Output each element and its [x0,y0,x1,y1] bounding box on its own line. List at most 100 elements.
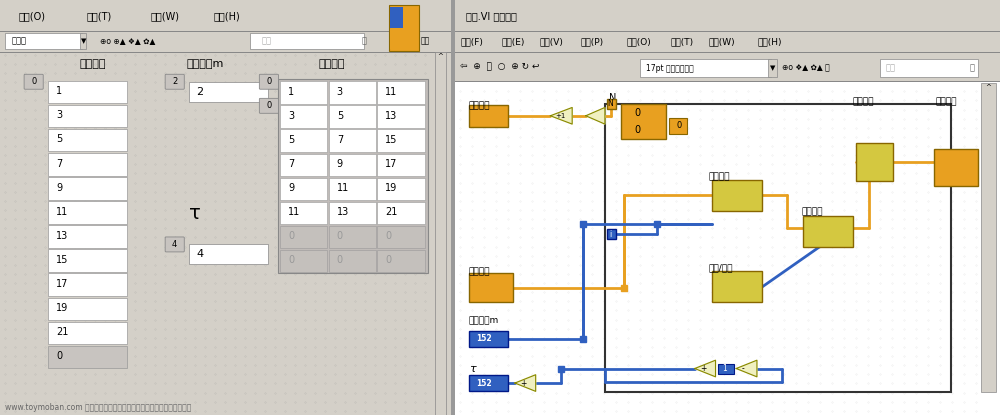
Text: 15: 15 [385,135,398,145]
Text: τ: τ [189,204,201,223]
FancyBboxPatch shape [455,31,1000,52]
FancyBboxPatch shape [404,7,417,49]
Text: 9: 9 [337,159,343,169]
Text: 11: 11 [385,87,398,97]
FancyBboxPatch shape [280,154,327,176]
Text: N: N [608,99,613,108]
FancyBboxPatch shape [48,346,127,368]
Text: N: N [609,93,616,103]
Text: 13: 13 [385,111,398,121]
FancyBboxPatch shape [377,105,425,128]
FancyBboxPatch shape [607,229,616,239]
Text: 预测: 预测 [421,37,430,46]
FancyBboxPatch shape [0,0,455,31]
FancyBboxPatch shape [48,81,127,103]
Text: 搜索: 搜索 [262,37,272,46]
FancyBboxPatch shape [280,202,327,224]
Text: ⊕o ❖▲ ✿▲ ⬛: ⊕o ❖▲ ✿▲ ⬛ [782,63,830,73]
Text: 序字体: 序字体 [11,37,26,46]
Text: 1: 1 [56,86,62,96]
FancyBboxPatch shape [455,0,1000,415]
FancyBboxPatch shape [377,81,425,104]
FancyBboxPatch shape [607,99,616,109]
Text: ⊕o ⊕▲ ❖▲ ✿▲: ⊕o ⊕▲ ❖▲ ✿▲ [100,37,155,46]
Text: 🔍: 🔍 [362,37,367,46]
Text: 11: 11 [288,207,300,217]
Text: 0: 0 [385,255,392,265]
Text: ▼: ▼ [770,65,775,71]
FancyBboxPatch shape [329,81,376,104]
Text: ^: ^ [986,84,991,90]
FancyBboxPatch shape [48,201,127,224]
FancyBboxPatch shape [712,180,762,211]
Text: 查看(V): 查看(V) [539,37,563,46]
Text: 9: 9 [288,183,294,193]
Text: 文件(F): 文件(F) [460,37,483,46]
Text: 3: 3 [288,111,294,121]
Text: 0: 0 [266,101,272,110]
FancyBboxPatch shape [390,7,403,28]
Text: 重构数据: 重构数据 [936,97,957,106]
FancyBboxPatch shape [189,244,268,264]
Text: 项目(P): 项目(P) [580,37,603,46]
FancyBboxPatch shape [435,52,446,415]
FancyBboxPatch shape [259,74,278,89]
FancyBboxPatch shape [329,250,376,272]
Text: 索引/数组: 索引/数组 [708,263,733,272]
Text: 17: 17 [385,159,398,169]
Text: 4: 4 [172,240,177,249]
FancyBboxPatch shape [48,322,127,344]
FancyBboxPatch shape [48,129,127,151]
Polygon shape [695,360,716,377]
Text: 5: 5 [56,134,62,144]
FancyBboxPatch shape [377,129,425,152]
FancyBboxPatch shape [455,53,1000,81]
Text: 19: 19 [56,303,68,313]
FancyBboxPatch shape [640,59,771,77]
Text: ▼: ▼ [81,38,86,44]
FancyBboxPatch shape [48,273,127,296]
Text: 编辑(E): 编辑(E) [501,37,525,46]
Text: 创建数组: 创建数组 [853,97,874,106]
Text: 7: 7 [56,159,62,168]
FancyBboxPatch shape [981,83,996,392]
FancyBboxPatch shape [0,0,455,415]
Text: 3: 3 [56,110,62,120]
FancyBboxPatch shape [377,250,425,272]
Text: 7: 7 [288,159,294,169]
Text: 17pt 应用程序字体: 17pt 应用程序字体 [646,63,694,73]
Text: 工具(T): 工具(T) [670,37,693,46]
FancyBboxPatch shape [390,29,403,49]
Text: 数据宽度m: 数据宽度m [187,59,224,69]
FancyBboxPatch shape [48,153,127,176]
Text: 操作(O): 操作(O) [18,12,45,22]
FancyBboxPatch shape [455,0,1000,31]
FancyBboxPatch shape [280,81,327,104]
Text: 152: 152 [476,378,491,388]
Text: 13: 13 [56,231,68,241]
FancyBboxPatch shape [329,202,376,224]
Text: 工具(T): 工具(T) [86,12,112,22]
Text: 0: 0 [635,125,641,135]
Text: ^: ^ [437,53,443,59]
Text: 窗口(W): 窗口(W) [708,37,735,46]
Text: τ: τ [469,364,475,374]
Text: 🔍: 🔍 [970,63,975,73]
Text: 9: 9 [56,183,62,193]
FancyBboxPatch shape [0,31,455,52]
FancyBboxPatch shape [189,82,268,102]
FancyBboxPatch shape [712,271,762,302]
FancyBboxPatch shape [48,298,127,320]
FancyBboxPatch shape [280,250,327,272]
Text: 3: 3 [337,87,343,97]
Text: 21: 21 [56,327,68,337]
FancyBboxPatch shape [377,202,425,224]
FancyBboxPatch shape [469,331,508,347]
FancyBboxPatch shape [856,143,893,181]
FancyBboxPatch shape [250,33,364,49]
Text: 帮助(H): 帮助(H) [757,37,782,46]
FancyBboxPatch shape [455,81,1000,82]
Text: 15: 15 [56,255,68,265]
FancyBboxPatch shape [280,105,327,128]
FancyBboxPatch shape [0,52,455,53]
